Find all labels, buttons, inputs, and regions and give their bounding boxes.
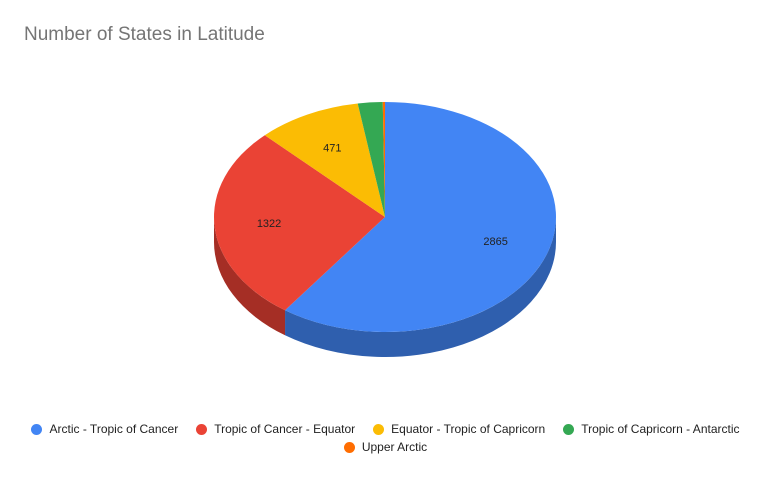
legend-item-upper-arctic[interactable]: Upper Arctic (343, 440, 428, 454)
pie-slice-arctic-tropic-of-cancer[interactable] (285, 102, 557, 333)
legend-swatch (196, 423, 208, 435)
legend-label: Equator - Tropic of Capricorn (391, 422, 546, 436)
legend-swatch (563, 423, 575, 435)
legend-item-tropic-of-cancer-equator[interactable]: Tropic of Cancer - Equator (196, 422, 355, 436)
pie-slice-tropic-of-capricorn-antarctic[interactable] (357, 102, 385, 217)
pie-side-arctic-tropic-of-cancer (285, 217, 556, 357)
legend-label: Arctic - Tropic of Cancer (49, 422, 179, 436)
pie-slice-equator-tropic-of-capricorn[interactable] (264, 103, 385, 217)
pie-slice-upper-arctic[interactable] (382, 102, 385, 217)
legend-label: Tropic of Capricorn - Antarctic (581, 422, 740, 436)
legend-swatch (343, 441, 355, 453)
legend-swatch (31, 423, 43, 435)
legend-label: Upper Arctic (361, 440, 428, 454)
legend-swatch (373, 423, 385, 435)
legend-item-arctic-tropic-of-cancer[interactable]: Arctic - Tropic of Cancer (31, 422, 178, 436)
chart-title: Number of States in Latitude (24, 24, 265, 45)
legend-second-row: Upper Arctic (0, 440, 771, 454)
data-label-tropic-of-cancer-equator: 1322 (257, 218, 281, 230)
legend-item-equator-tropic-of-capricorn[interactable]: Equator - Tropic of Capricorn (373, 422, 545, 436)
legend-item-tropic-of-capricorn-antarctic[interactable]: Tropic of Capricorn - Antarctic (563, 422, 740, 436)
pie-side-tropic-of-cancer-equator (214, 217, 286, 336)
pie-slice-tropic-of-cancer-equator[interactable] (214, 135, 385, 311)
legend-label: Tropic of Cancer - Equator (214, 422, 356, 436)
data-label-arctic-tropic-of-cancer: 2865 (483, 236, 507, 248)
data-label-equator-tropic-of-capricorn: 471 (323, 142, 341, 154)
legend: Arctic - Tropic of Cancer Tropic of Cance… (0, 422, 771, 436)
